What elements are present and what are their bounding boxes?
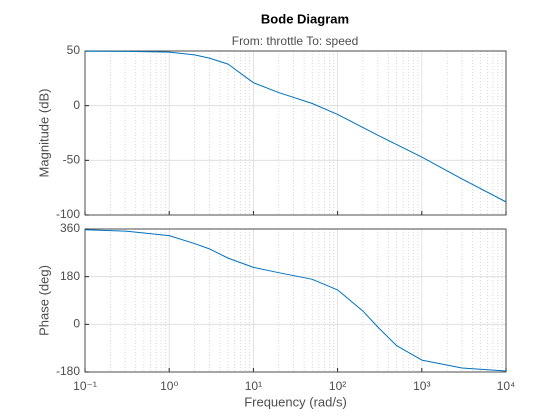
chart-subtitle: From: throttle To: speed — [232, 34, 359, 48]
y-tick-label: 180 — [60, 269, 80, 283]
x-tick-label: 10⁴ — [497, 379, 516, 393]
y-tick-label: 0 — [73, 98, 80, 112]
data-line — [84, 50, 507, 203]
y-tick-label: 360 — [60, 221, 80, 235]
axes-box — [84, 50, 507, 216]
chart-title: Bode Diagram — [261, 11, 349, 26]
y-axis-label: Magnitude (dB) — [36, 89, 51, 178]
y-tick-label: 0 — [73, 317, 80, 331]
x-tick-label: 10³ — [413, 379, 430, 393]
y-axis-label: Phase (deg) — [36, 265, 51, 336]
y-tick-label: -50 — [63, 153, 81, 167]
y-tick-label: -180 — [56, 364, 80, 378]
axes-box — [84, 228, 507, 373]
data-line — [84, 229, 507, 372]
y-tick-label: -100 — [56, 207, 80, 221]
x-tick-label: 10⁰ — [160, 379, 178, 393]
x-tick-label: 10⁻¹ — [73, 379, 97, 393]
x-tick-label: 10¹ — [245, 379, 262, 393]
x-axis-label: Frequency (rad/s) — [244, 394, 347, 409]
y-tick-label: 50 — [67, 43, 81, 57]
x-tick-label: 10² — [329, 379, 346, 393]
